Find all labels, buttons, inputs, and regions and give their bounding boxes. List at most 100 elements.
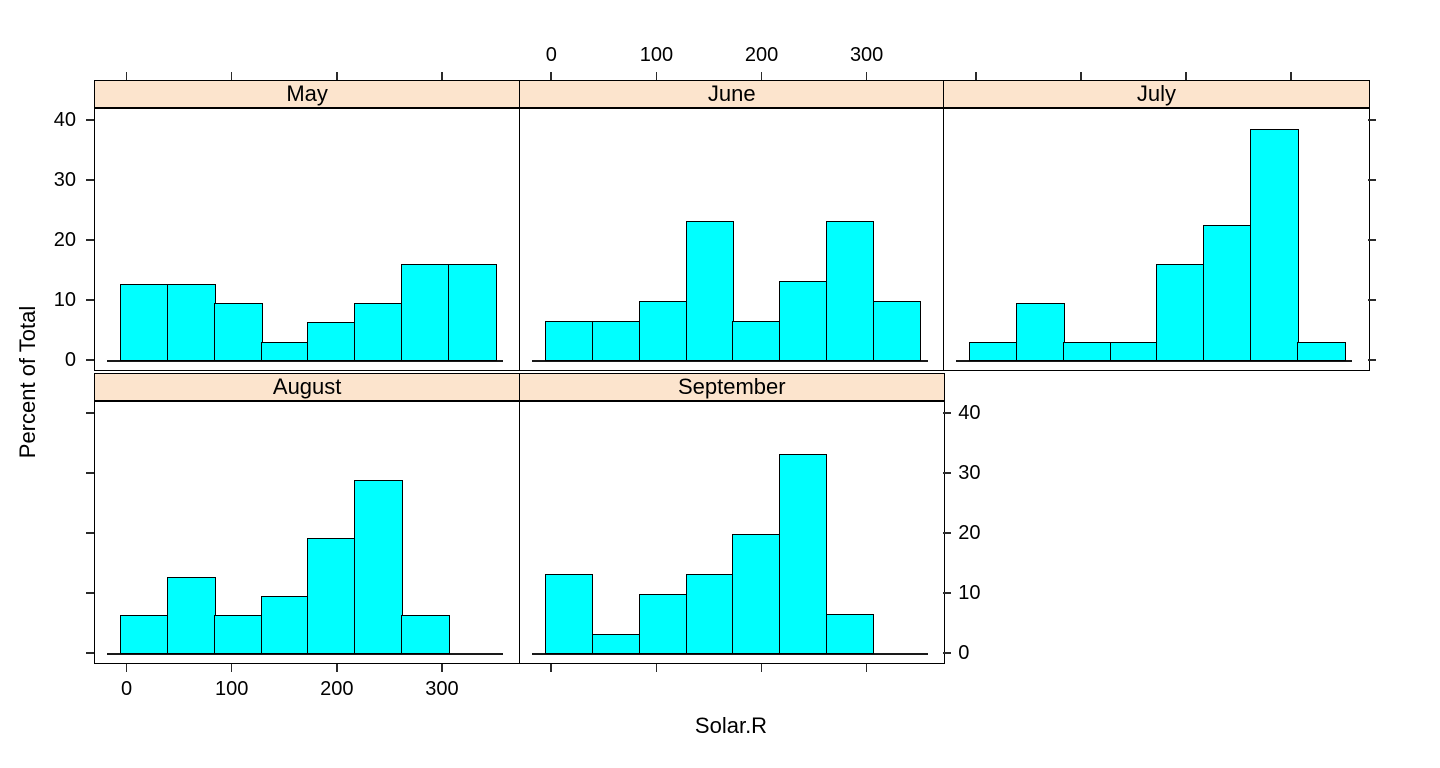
y-axis-right-tick — [943, 652, 952, 654]
y-axis-left-tick — [86, 592, 94, 594]
histogram-bar — [638, 594, 688, 654]
panel-june: June — [518, 80, 945, 373]
panel-august: August — [94, 373, 521, 666]
histogram-bar — [685, 574, 735, 654]
panel-body-august — [94, 401, 521, 664]
histogram-bar — [544, 574, 594, 654]
x-axis-bottom-tick — [550, 664, 553, 672]
panel-body-september — [518, 401, 945, 664]
x-axis-bottom-tick — [336, 664, 338, 672]
x-axis-bottom-tick — [441, 664, 443, 672]
y-axis-left-tick-label: 40 — [53, 109, 76, 131]
histogram-bar — [731, 534, 781, 654]
panel-july: July — [943, 80, 1370, 373]
x-axis-top-tick-label: 200 — [744, 44, 779, 66]
x-axis-bottom-tick — [125, 664, 128, 672]
zero-baseline — [956, 360, 1353, 362]
histogram-bar — [448, 264, 497, 361]
histogram-bar — [544, 320, 594, 361]
y-axis-left-tick-label: 30 — [53, 169, 76, 191]
y-axis-right-tick-label: 10 — [958, 582, 981, 604]
histogram-bar — [401, 264, 450, 361]
y-axis-left-tick — [86, 472, 94, 474]
histogram-bar — [354, 302, 403, 361]
x-axis-title: Solar.R — [694, 713, 768, 738]
panel-september: September — [518, 373, 945, 666]
y-axis-right-tick — [1368, 119, 1376, 121]
x-axis-top-tick — [975, 72, 977, 80]
y-axis-title: Percent of Total — [15, 305, 40, 459]
x-axis-top-tick-label: 100 — [639, 44, 674, 66]
zero-baseline — [531, 653, 928, 655]
strip-label-june: June — [707, 81, 756, 106]
strip-september: September — [518, 373, 945, 401]
y-axis-left-tick — [86, 532, 94, 534]
y-axis-right-tick — [1368, 179, 1376, 181]
x-axis-bottom-tick-label: 100 — [215, 678, 249, 700]
histogram-bar — [167, 283, 216, 361]
x-axis-top-tick — [1080, 72, 1082, 80]
histogram-bar — [120, 283, 169, 361]
x-axis-top-tick — [336, 72, 338, 80]
histogram-bar — [825, 221, 875, 361]
strip-july: July — [943, 80, 1370, 108]
zero-baseline — [107, 653, 503, 655]
x-axis-bottom-tick — [865, 664, 868, 672]
histogram-bar — [214, 302, 263, 361]
y-axis-right-tick — [1368, 239, 1376, 241]
strip-august: August — [94, 373, 521, 401]
x-axis-top-tick — [865, 72, 868, 80]
strip-may: May — [94, 80, 521, 108]
histogram-bar — [778, 454, 828, 654]
panel-body-june — [518, 108, 945, 371]
histogram-bar — [261, 341, 310, 361]
x-axis-bottom-tick-label: 300 — [425, 678, 459, 700]
y-axis-right-tick-label: 20 — [958, 522, 981, 544]
panel-may: May — [94, 80, 521, 373]
y-axis-right-tick-label: 40 — [958, 402, 981, 424]
strip-label-august: August — [272, 374, 342, 399]
histogram-bar — [872, 301, 922, 361]
x-axis-bottom-tick — [230, 664, 233, 672]
histogram-bar — [969, 341, 1018, 361]
zero-baseline — [531, 360, 928, 362]
y-axis-left-tick — [86, 652, 94, 654]
histogram-bar — [354, 480, 403, 654]
histogram-bar — [778, 281, 828, 361]
x-axis-top-tick-label: 300 — [849, 44, 884, 66]
y-axis-left-tick — [86, 119, 94, 121]
histogram-bar — [167, 576, 216, 654]
y-axis-left-tick-label: 10 — [53, 289, 76, 311]
histogram-bar — [401, 615, 450, 654]
x-axis-bottom-tick-label: 200 — [320, 678, 354, 700]
x-axis-top-tick-label: 0 — [545, 44, 557, 66]
x-axis-top-tick — [1185, 72, 1187, 80]
y-axis-right-tick — [943, 472, 952, 474]
x-axis-top-tick — [1290, 72, 1293, 80]
x-axis-top-tick — [550, 72, 553, 80]
y-axis-right-tick — [1368, 299, 1376, 301]
strip-label-september: September — [677, 374, 786, 399]
histogram-bar — [214, 615, 263, 654]
histogram-bar — [1063, 341, 1112, 361]
panel-body-july — [943, 108, 1370, 371]
x-axis-bottom-tick — [655, 664, 658, 672]
panel-body-may — [94, 108, 521, 371]
strip-june: June — [518, 80, 945, 108]
strip-label-may: May — [286, 81, 328, 106]
histogram-bar — [731, 320, 781, 361]
y-axis-left-tick — [86, 179, 94, 181]
histogram-bar — [1016, 302, 1065, 361]
y-axis-right-tick — [943, 592, 952, 594]
histogram-bar — [1297, 341, 1346, 361]
x-axis-bottom-tick-label: 0 — [121, 678, 133, 700]
y-axis-left-tick-label: 20 — [53, 229, 76, 251]
histogram-bar — [261, 595, 310, 654]
histogram-bar — [591, 634, 641, 654]
histogram-bar — [1110, 341, 1159, 361]
y-axis-left-tick — [86, 412, 94, 414]
histogram-bar — [307, 537, 356, 654]
y-axis-right-tick-label: 30 — [958, 462, 981, 484]
x-axis-top-tick — [125, 72, 128, 80]
